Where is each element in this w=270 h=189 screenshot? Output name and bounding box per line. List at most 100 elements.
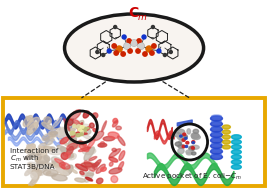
FancyBboxPatch shape <box>3 98 265 186</box>
Ellipse shape <box>31 175 39 186</box>
Ellipse shape <box>211 121 221 123</box>
Ellipse shape <box>43 170 58 176</box>
Ellipse shape <box>29 177 39 185</box>
Ellipse shape <box>112 148 117 152</box>
Ellipse shape <box>48 149 62 155</box>
Ellipse shape <box>96 164 105 173</box>
Ellipse shape <box>211 132 221 135</box>
Ellipse shape <box>76 120 84 129</box>
Ellipse shape <box>118 162 124 170</box>
Circle shape <box>121 52 125 56</box>
Ellipse shape <box>64 153 70 158</box>
Ellipse shape <box>27 117 39 129</box>
Ellipse shape <box>211 127 222 132</box>
Ellipse shape <box>60 137 69 144</box>
Ellipse shape <box>73 124 76 128</box>
Ellipse shape <box>69 129 76 132</box>
Ellipse shape <box>64 146 75 155</box>
Ellipse shape <box>93 163 99 167</box>
Ellipse shape <box>81 130 83 134</box>
Text: $\mathit{m}$: $\mathit{m}$ <box>137 12 147 22</box>
Circle shape <box>136 49 140 53</box>
Ellipse shape <box>180 135 182 137</box>
Ellipse shape <box>25 144 35 153</box>
Ellipse shape <box>68 151 74 157</box>
Ellipse shape <box>63 165 73 175</box>
Circle shape <box>112 44 116 48</box>
Ellipse shape <box>222 145 230 149</box>
Ellipse shape <box>182 145 185 148</box>
Ellipse shape <box>83 134 93 140</box>
Circle shape <box>122 35 126 39</box>
Circle shape <box>138 43 144 49</box>
Ellipse shape <box>101 167 106 171</box>
Ellipse shape <box>80 169 87 176</box>
Ellipse shape <box>211 116 222 121</box>
Ellipse shape <box>58 127 68 134</box>
Ellipse shape <box>192 142 194 144</box>
Circle shape <box>152 44 156 48</box>
Ellipse shape <box>23 115 33 127</box>
Ellipse shape <box>78 129 83 131</box>
Ellipse shape <box>70 144 81 149</box>
Ellipse shape <box>84 161 95 171</box>
Ellipse shape <box>72 170 77 173</box>
Ellipse shape <box>179 141 182 143</box>
Ellipse shape <box>70 132 74 135</box>
Ellipse shape <box>181 136 185 141</box>
Ellipse shape <box>79 133 83 136</box>
Ellipse shape <box>100 142 104 146</box>
Circle shape <box>127 39 131 43</box>
Ellipse shape <box>48 163 62 168</box>
Ellipse shape <box>27 144 39 156</box>
Ellipse shape <box>50 132 58 135</box>
Ellipse shape <box>38 144 46 151</box>
Ellipse shape <box>80 124 91 129</box>
Ellipse shape <box>25 154 36 160</box>
Ellipse shape <box>82 127 86 130</box>
Circle shape <box>169 50 172 53</box>
Ellipse shape <box>90 123 94 128</box>
Ellipse shape <box>44 117 51 124</box>
Ellipse shape <box>183 133 186 136</box>
Ellipse shape <box>211 126 221 129</box>
Ellipse shape <box>182 139 185 141</box>
Circle shape <box>143 52 147 56</box>
Ellipse shape <box>63 167 68 174</box>
Ellipse shape <box>37 168 47 175</box>
Ellipse shape <box>52 161 61 168</box>
Ellipse shape <box>28 162 42 171</box>
Ellipse shape <box>192 141 195 143</box>
Ellipse shape <box>68 137 76 147</box>
Ellipse shape <box>36 154 42 160</box>
Ellipse shape <box>37 161 52 169</box>
Ellipse shape <box>37 151 41 155</box>
Ellipse shape <box>80 140 87 150</box>
Ellipse shape <box>186 152 192 155</box>
Ellipse shape <box>67 143 78 150</box>
Ellipse shape <box>70 110 81 120</box>
Circle shape <box>107 49 111 53</box>
Ellipse shape <box>231 150 241 154</box>
Ellipse shape <box>42 133 53 141</box>
Ellipse shape <box>80 125 85 128</box>
Ellipse shape <box>109 149 120 157</box>
Ellipse shape <box>79 143 89 152</box>
Ellipse shape <box>191 133 197 138</box>
Ellipse shape <box>61 153 68 160</box>
Ellipse shape <box>85 170 93 182</box>
Ellipse shape <box>64 119 70 131</box>
Circle shape <box>102 53 105 57</box>
Ellipse shape <box>31 172 37 179</box>
Ellipse shape <box>52 117 62 128</box>
Ellipse shape <box>109 168 122 174</box>
Circle shape <box>139 43 143 49</box>
Ellipse shape <box>117 136 125 146</box>
Ellipse shape <box>84 147 94 160</box>
Ellipse shape <box>93 129 97 132</box>
Ellipse shape <box>36 156 49 164</box>
Ellipse shape <box>180 135 187 139</box>
Ellipse shape <box>75 166 83 170</box>
Ellipse shape <box>211 143 221 146</box>
Ellipse shape <box>98 143 107 147</box>
